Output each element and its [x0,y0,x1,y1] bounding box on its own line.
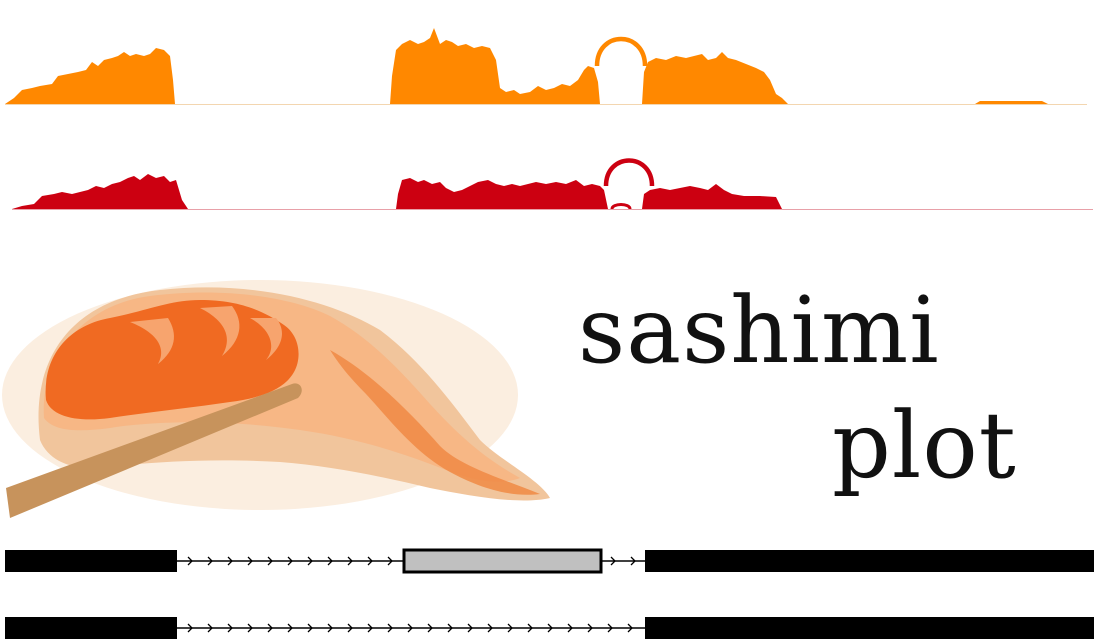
splice-junction-arc [594,36,648,67]
chevron-right-icon [267,623,273,633]
chevron-right-icon [287,623,293,633]
chevron-right-icon [387,623,393,633]
coverage-peak [396,178,608,209]
chevron-right-icon [307,556,313,566]
chevron-right-icon [327,623,333,633]
chevron-right-icon [567,623,573,633]
title-word-sashimi: sashimi [578,277,940,384]
chevron-right-icon [287,556,293,566]
coverage-track-red [12,158,1093,210]
alternative-exon-block [402,548,603,574]
sushi-fish-stripe [130,318,174,364]
chevron-right-icon [187,556,193,566]
chevron-right-icon [227,623,233,633]
sushi-fish-stripe [250,318,282,360]
chevron-right-icon [507,623,513,633]
chevron-right-icon [607,623,613,633]
chevron-right-icon [447,623,453,633]
title-word-plot: plot [832,392,1017,499]
exon-block [5,550,177,572]
chevron-right-icon [527,623,533,633]
intron-arrows [187,623,633,633]
chevron-right-icon [327,556,333,566]
chevron-right-icon [367,556,373,566]
chevron-right-icon [207,556,213,566]
transcript-2 [5,617,1094,639]
splice-junction-arc [610,203,632,210]
intron-arrows [187,556,636,566]
sushi-fish-tail [330,350,540,495]
chevron-right-icon [630,556,636,566]
exon-block [645,550,1094,572]
chevron-right-icon [307,623,313,633]
chevron-right-icon [207,623,213,633]
chevron-right-icon [267,556,273,566]
chevron-right-icon [610,556,616,566]
coverage-peak [642,184,782,209]
chopstick [6,383,302,518]
chevron-right-icon [187,623,193,633]
chevron-right-icon [227,556,233,566]
coverage-peak [5,48,175,104]
chevron-right-icon [467,623,473,633]
coverage-peak [975,101,1048,104]
exon-block [645,617,1094,639]
chevron-right-icon [247,623,253,633]
sushi-illustration [2,280,550,518]
exon-block [5,617,177,639]
coverage-track-orange [5,28,1087,105]
chevron-right-icon [427,623,433,633]
chevron-right-icon [487,623,493,633]
chevron-right-icon [547,623,553,633]
chevron-right-icon [407,623,413,633]
coverage-peak [390,28,600,104]
transcript-1 [5,548,1094,574]
coverage-peak [642,52,788,104]
coverage-peak [12,174,188,209]
chevron-right-icon [587,623,593,633]
chevron-right-icon [247,556,253,566]
chevron-right-icon [387,556,393,566]
chevron-right-icon [347,623,353,633]
splice-junction-arc [603,158,655,187]
chevron-right-icon [627,623,633,633]
chevron-right-icon [347,556,353,566]
chevron-right-icon [367,623,373,633]
sushi-fish-stripe [200,306,240,356]
